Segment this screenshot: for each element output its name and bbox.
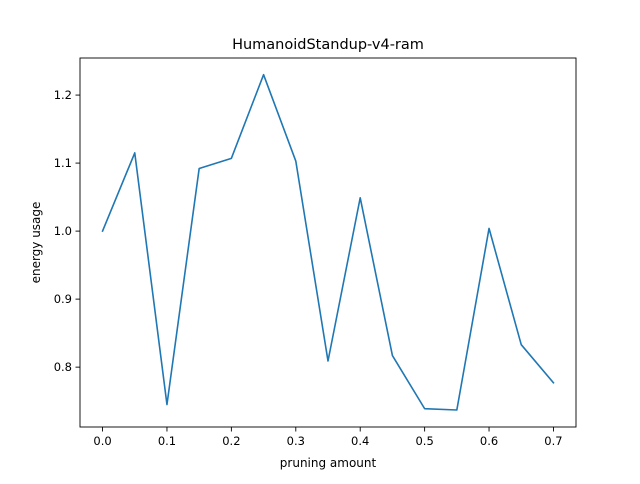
x-tick-label: 0.4	[351, 434, 369, 448]
data-point	[423, 407, 426, 410]
y-axis-label: energy usage	[29, 202, 43, 284]
data-point	[133, 151, 136, 154]
x-axis-ticks: 0.0 0.1 0.2 0.3 0.4 0.5 0.6 0.7	[93, 427, 563, 448]
x-tick-label: 0.6	[480, 434, 498, 448]
y-tick-label: 1.0	[54, 224, 72, 238]
x-axis-label: pruning amount	[280, 456, 377, 470]
data-point	[552, 381, 555, 384]
y-tick-label: 1.2	[54, 88, 72, 102]
x-tick-label: 0.5	[415, 434, 433, 448]
data-point	[165, 403, 168, 406]
x-tick-label: 0.2	[222, 434, 240, 448]
x-tick-label: 0.7	[544, 434, 562, 448]
series-line	[101, 73, 555, 411]
y-axis-ticks: 0.8 0.9 1.0 1.1 1.2	[54, 88, 80, 374]
y-tick-label: 1.1	[54, 156, 72, 170]
data-point	[230, 157, 233, 160]
data-point	[198, 167, 201, 170]
data-point	[488, 227, 491, 230]
data-point	[455, 409, 458, 412]
plot-area-frame	[79, 57, 577, 428]
data-point	[262, 73, 265, 76]
y-tick-label: 0.8	[54, 360, 72, 374]
x-tick-label: 0.1	[158, 434, 176, 448]
y-tick-label: 0.9	[54, 292, 72, 306]
data-point	[391, 354, 394, 357]
x-tick-label: 0.3	[287, 434, 305, 448]
data-point	[294, 160, 297, 163]
x-tick-label: 0.0	[93, 434, 111, 448]
data-point	[327, 360, 330, 363]
data-point	[101, 230, 104, 233]
data-point	[520, 343, 523, 346]
data-point	[359, 196, 362, 199]
chart-title: HumanoidStandup-v4-ram	[232, 37, 424, 53]
